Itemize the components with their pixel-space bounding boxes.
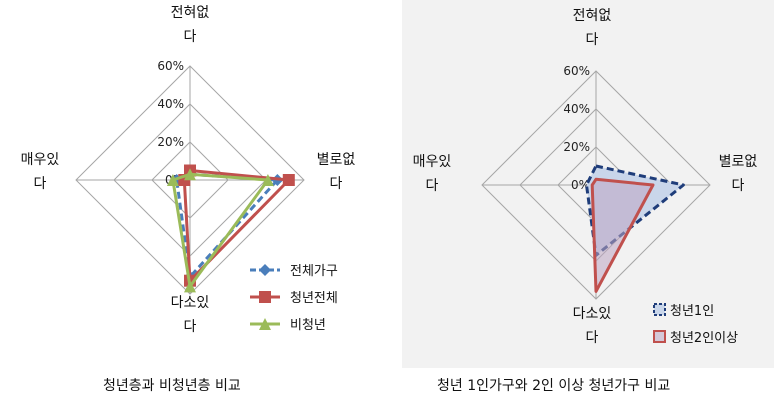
axis-label: 매우있 (21, 152, 60, 168)
tick-label: 40% (157, 97, 184, 111)
tick-label: 60% (157, 59, 184, 73)
legend-marker (259, 264, 271, 276)
data-point (184, 280, 196, 293)
axis-label: 별로없 (719, 154, 758, 170)
tick-label: 40% (563, 102, 590, 116)
chart-panel-right: 0% 20% 40% 60% 전혀없 다 별로없 다 다소있 다 매우있 다 청년1인 청년2인이상 청년… (392, 0, 779, 403)
legend-swatch (653, 303, 666, 316)
axis-label: 다 (34, 176, 47, 192)
legend-label: 청년1인 (670, 304, 714, 319)
data-point (166, 174, 179, 186)
tick-label: 60% (563, 64, 590, 78)
axis-label: 다 (426, 178, 439, 194)
tick-label: 20% (563, 140, 590, 154)
legend-label: 전체가구 (290, 264, 338, 279)
chart-caption-left: 청년층과 비청년층 비교 (103, 378, 241, 394)
legend-marker (259, 291, 271, 303)
data-point (261, 174, 274, 186)
data-point (282, 174, 295, 186)
legend-label: 청년전체 (290, 291, 338, 306)
axis-label: 다 (586, 330, 599, 346)
axis-label: 다 (184, 319, 197, 335)
tick-label: 0% (571, 178, 590, 192)
axis-label: 다 (732, 178, 745, 194)
legend-label: 청년2인이상 (670, 331, 738, 346)
axis-label: 다소있 (573, 306, 612, 322)
axis-label: 별로없 (317, 152, 356, 168)
axis-label: 다소있 (171, 295, 210, 311)
axis-label: 다 (330, 176, 343, 192)
legend-marker (259, 318, 271, 330)
legend-label: 비청년 (290, 318, 326, 333)
axis-label: 다 (586, 32, 599, 48)
tick-label: 20% (157, 135, 184, 149)
axis-label: 매우있 (413, 154, 452, 170)
axis-label: 전혀없 (171, 5, 210, 21)
chart-caption-right: 청년 1인가구와 2인 이상 청년가구 비교 (437, 378, 671, 394)
legend-swatch (653, 330, 666, 343)
data-point (184, 168, 196, 181)
axis-label: 다 (184, 29, 197, 45)
axis-label: 전혀없 (573, 8, 612, 24)
series-line (590, 177, 655, 293)
